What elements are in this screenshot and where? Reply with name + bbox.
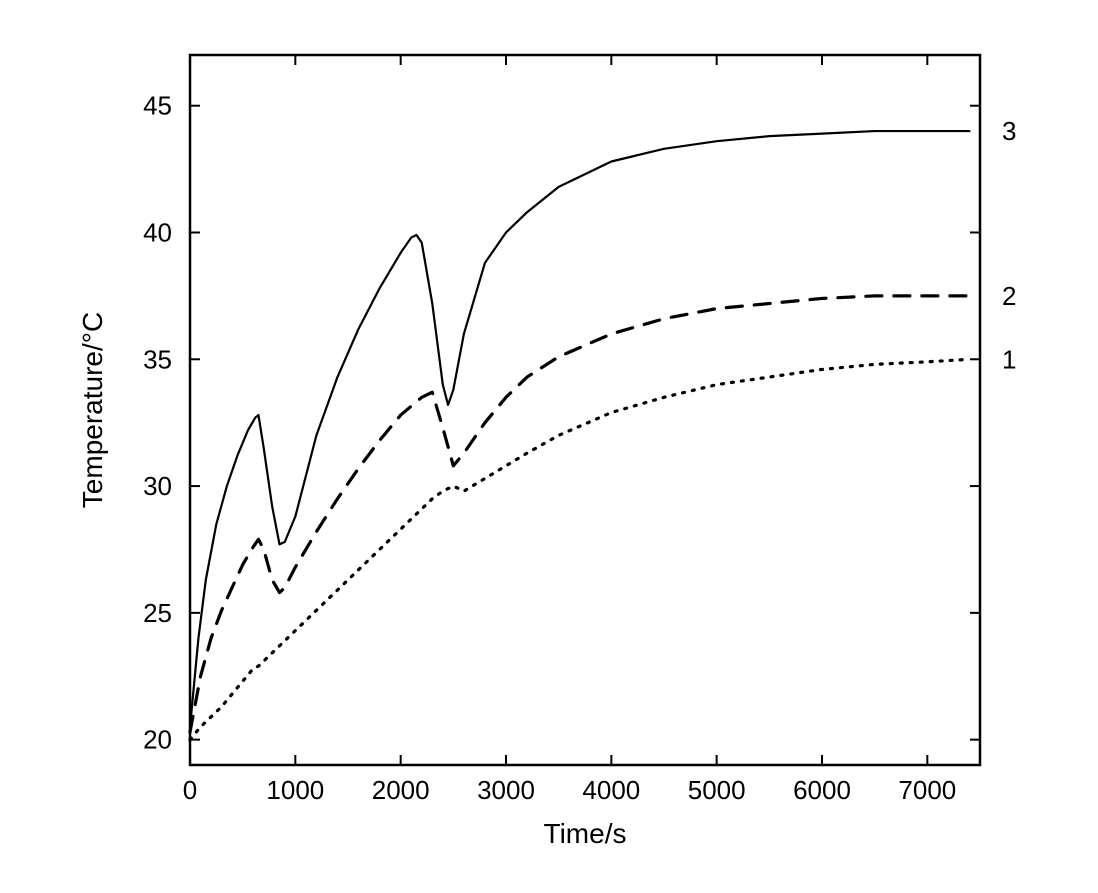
series-label-1: 1 xyxy=(1002,344,1016,374)
temperature-time-chart: 0 1000 2000 3000 4000 5000 6000 7000 20 25 30 35 40 4… xyxy=(0,0,1098,893)
y-tick-label: 25 xyxy=(143,598,172,628)
y-tick-label: 45 xyxy=(143,91,172,121)
series-label-3: 3 xyxy=(1002,116,1016,146)
y-tick-label: 20 xyxy=(143,725,172,755)
x-tick-label: 7000 xyxy=(898,775,956,805)
x-tick-label: 2000 xyxy=(372,775,430,805)
x-tick-label: 4000 xyxy=(582,775,640,805)
x-tick-label: 1000 xyxy=(266,775,324,805)
series-label-2: 2 xyxy=(1002,281,1016,311)
x-tick-label: 6000 xyxy=(793,775,851,805)
chart-container: 0 1000 2000 3000 4000 5000 6000 7000 20 25 30 35 40 4… xyxy=(0,0,1098,893)
x-axis-label: Time/s xyxy=(544,818,627,849)
x-tick-label: 0 xyxy=(183,775,197,805)
y-tick-label: 40 xyxy=(143,218,172,248)
x-tick-label: 5000 xyxy=(688,775,746,805)
y-axis-label: Temperature/°C xyxy=(77,312,108,508)
y-tick-label: 30 xyxy=(143,471,172,501)
x-tick-label: 3000 xyxy=(477,775,535,805)
y-tick-label: 35 xyxy=(143,344,172,374)
